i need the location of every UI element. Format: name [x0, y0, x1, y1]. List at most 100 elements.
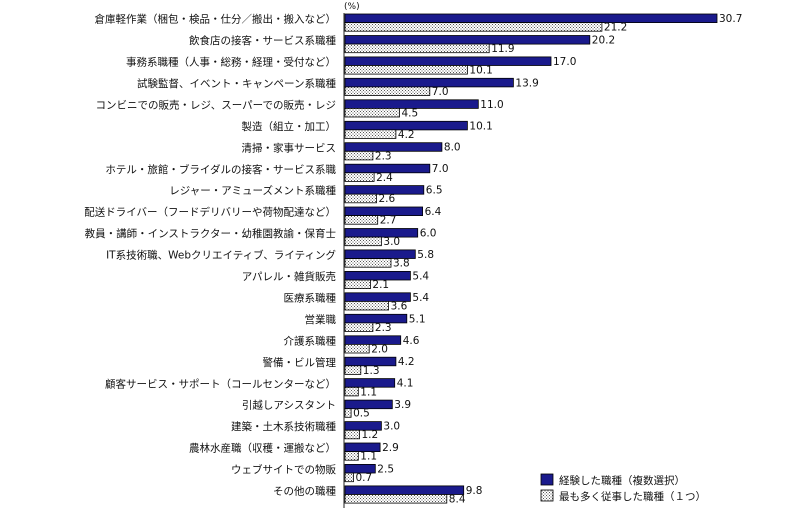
legend: 経験した職種（複数選択） 最も多く従事した職種（１つ）: [540, 473, 706, 503]
value-label: 17.0: [553, 56, 576, 68]
bar-most-engaged: [344, 494, 448, 504]
category-label: レジャー・アミューズメント系職種: [169, 184, 336, 197]
bar-experienced: [344, 99, 479, 109]
bar-experienced: [344, 378, 396, 388]
value-label: 10.1: [469, 65, 492, 77]
bar-experienced: [344, 399, 393, 410]
category-label: 顧客サービス・サポート（コールセンターなど）: [105, 377, 336, 390]
bar-experienced: [344, 485, 465, 495]
bar-most-engaged: [344, 386, 359, 397]
bar-most-engaged: [344, 300, 389, 311]
category-label: 引越しアシスタント: [242, 399, 336, 412]
category-label: 飲食店の接客・サービス系職種: [189, 34, 336, 47]
value-label: 2.3: [375, 150, 392, 162]
bar-experienced: [344, 56, 552, 66]
bar-most-engaged: [344, 279, 371, 290]
bar-most-engaged: [344, 22, 603, 32]
category-label: 事務系職種（人事・総務・経理・受付など）: [126, 56, 336, 69]
bar-most-engaged: [344, 86, 431, 96]
category-label: ホテル・旅館・ブライダルの接客・サービス系職: [105, 163, 336, 176]
category-label: ウェブサイトでの物販: [231, 463, 336, 476]
value-label: 11.0: [480, 99, 503, 111]
value-label: 2.9: [382, 442, 399, 454]
category-label: 農林水産職（収穫・運搬など）: [189, 442, 336, 455]
value-label: 2.6: [379, 193, 396, 205]
bar-most-engaged: [344, 129, 397, 139]
value-label: 2.4: [376, 172, 393, 184]
bar-experienced: [344, 185, 425, 195]
legend-label-series-1: 経験した職種（複数選択）: [559, 474, 685, 487]
value-label: 1.3: [363, 365, 380, 377]
bar-experienced: [344, 35, 591, 45]
bar-experienced: [344, 228, 419, 238]
bar-experienced: [344, 356, 397, 367]
value-label: 5.1: [409, 313, 426, 325]
value-label: 8.4: [449, 494, 466, 506]
value-label: 30.7: [719, 13, 742, 25]
bar-most-engaged: [344, 429, 360, 440]
bar-most-engaged: [344, 236, 382, 247]
value-label: 20.2: [592, 35, 615, 47]
bar-experienced: [344, 442, 381, 453]
legend-label-series-2: 最も多く従事した職種（１つ）: [559, 490, 706, 503]
category-label: 教員・講師・インストラクター・幼稚園教諭・保育士: [85, 227, 336, 240]
value-label: 6.5: [426, 185, 443, 197]
bar-most-engaged: [344, 65, 468, 75]
bar-experienced: [344, 13, 718, 24]
value-label: 4.1: [397, 378, 414, 390]
value-label: 2.1: [372, 279, 389, 291]
category-label: その他の職種: [273, 485, 336, 498]
category-label: 介護系職種: [284, 334, 337, 347]
bar-most-engaged: [344, 43, 490, 54]
bar-most-engaged: [344, 322, 374, 332]
value-label: 7.0: [432, 163, 449, 175]
value-label: 5.4: [412, 270, 429, 282]
value-label: 0.7: [356, 472, 373, 484]
value-label: 6.0: [420, 228, 437, 240]
bar-experienced: [344, 313, 408, 324]
category-label: 医療系職種: [284, 291, 337, 304]
value-label: 10.1: [469, 120, 492, 132]
value-label: 8.0: [444, 142, 461, 154]
value-label: 4.5: [402, 107, 419, 119]
value-label: 5.4: [412, 292, 429, 304]
value-label: 4.2: [398, 129, 415, 141]
value-label: 21.2: [604, 22, 627, 34]
bar-most-engaged: [344, 172, 375, 182]
bar-experienced: [344, 270, 411, 281]
bar-most-engaged: [344, 343, 370, 354]
value-label: 1.1: [360, 451, 377, 463]
category-label: 試験監督、イベント・キャンペーン系職種: [137, 77, 336, 90]
category-label: 建築・土木系技術職種: [231, 420, 336, 433]
value-label: 3.0: [383, 421, 400, 433]
unit-label: (%): [344, 2, 360, 12]
bar-experienced: [344, 421, 382, 431]
bar-most-engaged: [344, 451, 359, 461]
category-label: 製造（組立・加工）: [242, 120, 337, 133]
bar-most-engaged: [344, 108, 400, 118]
bar-experienced: [344, 120, 468, 131]
value-label: 2.0: [371, 343, 388, 355]
legend-swatch-series-1: [540, 473, 554, 486]
value-label: 4.6: [403, 335, 420, 347]
bar-experienced: [344, 335, 402, 345]
bar-experienced: [344, 77, 514, 88]
bar-most-engaged: [344, 365, 362, 375]
value-label: 13.9: [515, 77, 538, 89]
value-label: 6.4: [425, 206, 442, 218]
value-label: 3.0: [383, 236, 400, 248]
value-label: 0.5: [353, 408, 370, 420]
bar-most-engaged: [344, 408, 352, 418]
category-label: 営業職: [305, 313, 337, 326]
value-label: 9.8: [466, 485, 483, 497]
value-label: 1.1: [360, 386, 377, 398]
bar-most-engaged: [344, 150, 374, 161]
bar-experienced: [344, 163, 431, 174]
value-label: 2.5: [377, 463, 394, 475]
value-label: 3.9: [394, 399, 411, 411]
category-label: 倉庫軽作業（梱包・検品・仕分／搬出・搬入など）: [95, 13, 337, 26]
category-label: 警備・ビル管理: [263, 356, 337, 369]
category-label: コンビニでの販売・レジ、スーパーでの販売・レジ: [96, 98, 336, 111]
value-label: 1.2: [362, 429, 379, 441]
bar-most-engaged: [344, 193, 377, 204]
